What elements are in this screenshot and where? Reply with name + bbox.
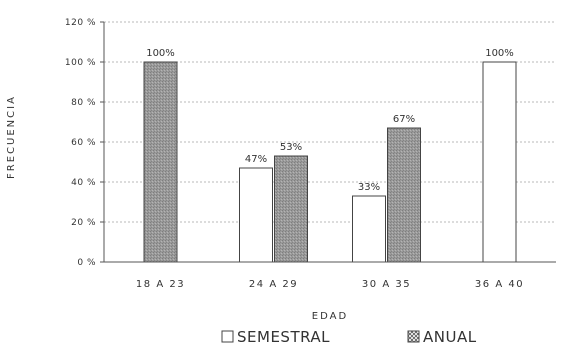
legend-label-semestral: SEMESTRAL (237, 328, 330, 346)
gridlines (104, 21, 556, 223)
data-label: 100% (146, 48, 175, 59)
data-label: 47% (245, 154, 267, 165)
x-axis-title: EDAD (312, 311, 348, 322)
bar-semestral (482, 61, 517, 263)
data-label: 67% (393, 114, 415, 125)
y-tick-label: 60 % (71, 138, 96, 148)
axes: 0 % 20 % 40 % 60 % 80 % 100 % 120 % 18 A 23 24 A… (65, 18, 556, 290)
bar-anual (274, 155, 308, 263)
y-tick-label: 0 % (77, 258, 96, 268)
y-tick-label: 40 % (71, 178, 96, 188)
y-axis-title: FRECUENCIA (6, 95, 17, 179)
y-tick-label: 20 % (71, 218, 96, 228)
data-label: 100% (485, 48, 514, 59)
data-label: 33% (358, 182, 380, 193)
bars (143, 61, 517, 263)
x-tick-label: 18 A 23 (136, 279, 185, 290)
bar-anual (143, 61, 178, 263)
data-labels: 100% 47% 53% 33% 67% 100% (146, 48, 514, 193)
x-tick-label: 36 A 40 (475, 279, 524, 290)
bar-anual (387, 127, 421, 263)
legend-label-anual: ANUAL (423, 328, 477, 346)
x-tick-label: 24 A 29 (249, 279, 298, 290)
y-tick-label: 100 % (65, 58, 96, 68)
data-label: 53% (280, 142, 302, 153)
legend-swatch-anual (407, 330, 420, 343)
y-tick-label: 80 % (71, 98, 96, 108)
legend: SEMESTRAL ANUAL (221, 328, 477, 346)
x-tick-label: 30 A 35 (362, 279, 411, 290)
bar-semestral (239, 167, 273, 263)
y-tick-label: 120 % (65, 18, 96, 28)
bar-semestral (352, 195, 386, 263)
legend-swatch-semestral (221, 330, 234, 343)
